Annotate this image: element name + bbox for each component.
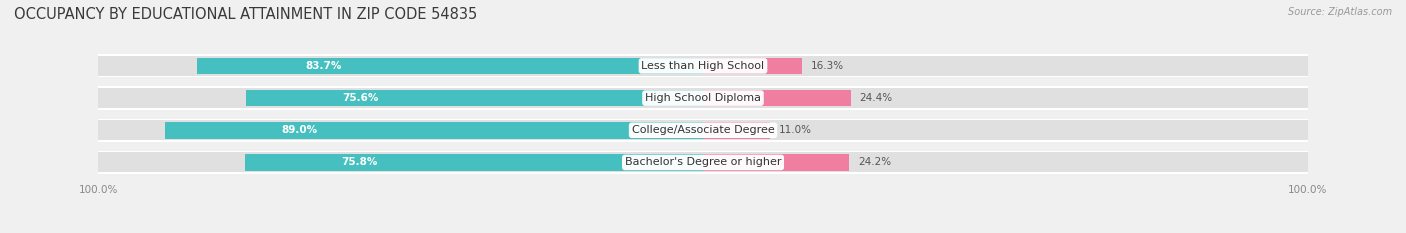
Text: High School Diploma: High School Diploma <box>645 93 761 103</box>
Bar <box>703 122 769 139</box>
Text: Source: ZipAtlas.com: Source: ZipAtlas.com <box>1288 7 1392 17</box>
Bar <box>98 119 1308 142</box>
Legend: Owner-occupied, Renter-occupied: Owner-occupied, Renter-occupied <box>586 231 820 233</box>
Bar <box>165 122 703 139</box>
Bar <box>98 88 1308 108</box>
Bar <box>98 54 1308 78</box>
Text: College/Associate Degree: College/Associate Degree <box>631 125 775 135</box>
Text: 24.4%: 24.4% <box>859 93 893 103</box>
Text: OCCUPANCY BY EDUCATIONAL ATTAINMENT IN ZIP CODE 54835: OCCUPANCY BY EDUCATIONAL ATTAINMENT IN Z… <box>14 7 477 22</box>
Text: 24.2%: 24.2% <box>859 158 891 168</box>
Bar <box>703 58 801 74</box>
Bar <box>703 90 851 106</box>
Text: 83.7%: 83.7% <box>305 61 342 71</box>
Text: Bachelor's Degree or higher: Bachelor's Degree or higher <box>624 158 782 168</box>
Text: 89.0%: 89.0% <box>281 125 318 135</box>
Text: 75.6%: 75.6% <box>342 93 378 103</box>
Text: 75.8%: 75.8% <box>342 158 377 168</box>
Text: 11.0%: 11.0% <box>779 125 811 135</box>
Bar <box>703 154 849 171</box>
Bar <box>98 151 1308 174</box>
Bar <box>197 58 703 74</box>
Text: 16.3%: 16.3% <box>811 61 844 71</box>
Bar <box>245 154 703 171</box>
Text: Less than High School: Less than High School <box>641 61 765 71</box>
Bar <box>98 152 1308 172</box>
Bar <box>98 120 1308 140</box>
Bar <box>98 56 1308 76</box>
Bar <box>246 90 703 106</box>
Bar <box>98 86 1308 110</box>
